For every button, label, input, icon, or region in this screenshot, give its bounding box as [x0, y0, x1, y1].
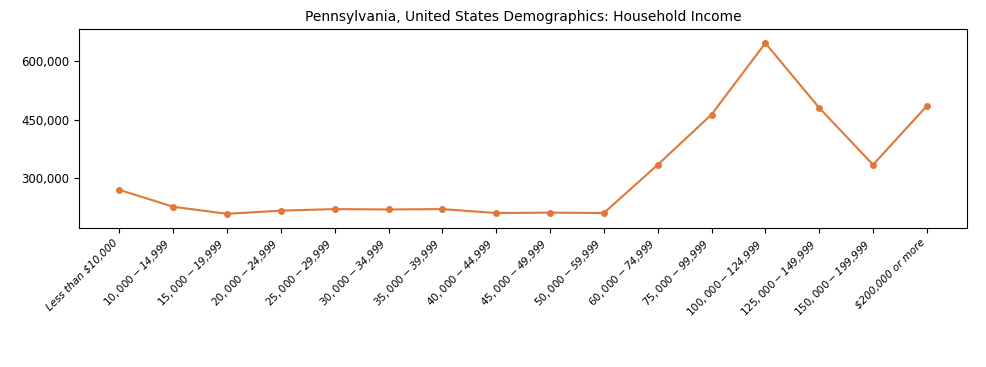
Title: Pennsylvania, United States Demographics: Household Income: Pennsylvania, United States Demographics… — [305, 10, 740, 24]
